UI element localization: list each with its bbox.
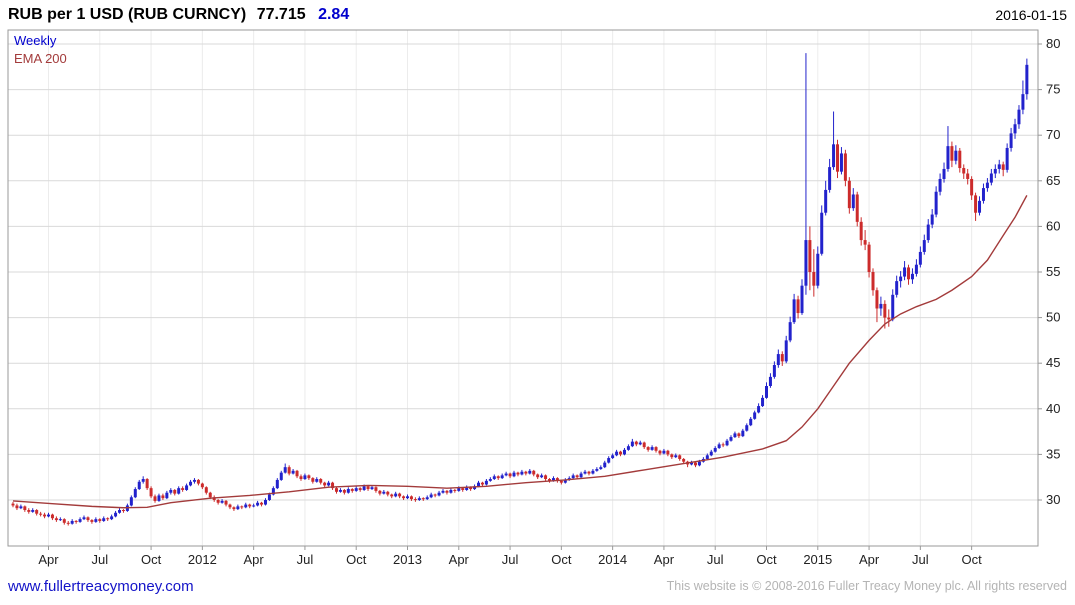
svg-text:Apr: Apr bbox=[859, 552, 880, 567]
svg-text:55: 55 bbox=[1046, 264, 1060, 279]
svg-text:Oct: Oct bbox=[962, 552, 983, 567]
legend-frequency-label: Weekly bbox=[14, 33, 57, 48]
svg-text:65: 65 bbox=[1046, 173, 1060, 188]
chart-date: 2016-01-15 bbox=[995, 7, 1067, 23]
svg-text:Oct: Oct bbox=[141, 552, 162, 567]
svg-text:2014: 2014 bbox=[598, 552, 627, 567]
svg-text:40: 40 bbox=[1046, 401, 1060, 416]
svg-text:Jul: Jul bbox=[297, 552, 314, 567]
svg-text:Apr: Apr bbox=[654, 552, 675, 567]
svg-text:Oct: Oct bbox=[346, 552, 367, 567]
svg-text:2015: 2015 bbox=[803, 552, 832, 567]
svg-text:Jul: Jul bbox=[707, 552, 724, 567]
legend-ema-label: EMA 200 bbox=[14, 51, 67, 66]
svg-text:Apr: Apr bbox=[449, 552, 470, 567]
last-price: 77.715 bbox=[256, 6, 306, 23]
svg-text:Apr: Apr bbox=[244, 552, 265, 567]
svg-text:2012: 2012 bbox=[188, 552, 217, 567]
svg-text:50: 50 bbox=[1046, 310, 1060, 325]
chart-title: RUB per 1 USD (RUB CURNCY) bbox=[8, 6, 247, 23]
svg-text:75: 75 bbox=[1046, 82, 1060, 97]
site-link[interactable]: www.fullertreacymoney.com bbox=[8, 578, 194, 595]
svg-text:80: 80 bbox=[1046, 36, 1060, 51]
svg-text:45: 45 bbox=[1046, 355, 1060, 370]
svg-text:30: 30 bbox=[1046, 492, 1060, 507]
svg-text:35: 35 bbox=[1046, 446, 1060, 461]
svg-text:Apr: Apr bbox=[38, 552, 59, 567]
price-change: 2.84 bbox=[318, 6, 350, 23]
svg-text:Oct: Oct bbox=[756, 552, 777, 567]
svg-text:Jul: Jul bbox=[912, 552, 929, 567]
svg-text:Jul: Jul bbox=[502, 552, 519, 567]
svg-text:60: 60 bbox=[1046, 218, 1060, 233]
svg-text:70: 70 bbox=[1046, 127, 1060, 142]
svg-text:Oct: Oct bbox=[551, 552, 572, 567]
copyright-text: This website is © 2008-2016 Fuller Treac… bbox=[666, 579, 1067, 593]
svg-text:Jul: Jul bbox=[91, 552, 108, 567]
svg-text:2013: 2013 bbox=[393, 552, 422, 567]
chart-header: RUB per 1 USD (RUB CURNCY) 77.715 2.84 bbox=[8, 6, 349, 24]
